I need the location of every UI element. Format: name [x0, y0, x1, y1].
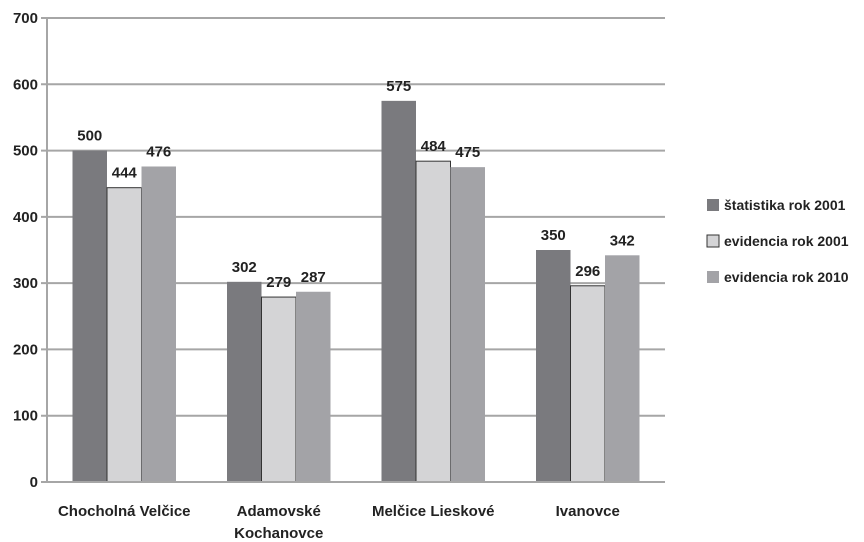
data-label: 350 [541, 227, 566, 244]
legend-swatch [707, 199, 719, 211]
y-tick-label: 0 [30, 474, 38, 491]
x-category-label-line: Ivanovce [556, 503, 620, 520]
x-category-label-line: Adamovské [237, 503, 321, 520]
y-tick-label: 400 [13, 209, 38, 226]
y-tick-label: 200 [13, 341, 38, 358]
data-label: 342 [610, 232, 635, 249]
x-category-label: Melčice Lieskové [372, 503, 495, 520]
data-label: 476 [146, 143, 171, 160]
data-label: 575 [386, 78, 411, 95]
bar [72, 150, 107, 483]
bar [450, 167, 485, 482]
bar [605, 255, 640, 482]
data-label: 287 [301, 269, 326, 286]
y-tick-label: 600 [13, 76, 38, 93]
data-label: 500 [77, 128, 102, 145]
y-tick-label: 500 [13, 143, 38, 160]
bar [141, 166, 176, 483]
y-axis: 0 100 200 300 400 500 600 700 [13, 10, 48, 491]
bar [415, 160, 451, 483]
x-axis: Chocholná Velčice Adamovské Kochanovce Melč… [41, 481, 665, 542]
bar [381, 100, 416, 482]
legend-swatch [707, 271, 719, 283]
legend-label: evidencia rok 2010 [724, 269, 849, 285]
x-category-label: Adamovské Kochanovce [234, 503, 323, 542]
legend-label: štatistika rok 2001 [724, 197, 846, 213]
x-category-label-line: Kochanovce [234, 525, 323, 542]
bar [106, 187, 142, 483]
data-label: 475 [455, 144, 480, 161]
data-label: 302 [232, 259, 257, 276]
data-label: 279 [266, 274, 291, 291]
bars: 500 444 476 302 279 287 575 484 475 350 296 342 [72, 78, 640, 483]
x-category-label-line: Chocholná Velčice [58, 503, 191, 520]
data-label: 296 [575, 263, 600, 280]
legend-label: evidencia rok 2001 [724, 233, 849, 249]
bar [261, 296, 297, 483]
legend: štatistika rok 2001 evidencia rok 2001 evi… [706, 197, 849, 285]
bar [570, 285, 606, 483]
bar [296, 291, 331, 482]
y-tick-label: 100 [13, 408, 38, 425]
bar [536, 250, 571, 482]
x-category-label: Chocholná Velčice [58, 503, 191, 520]
y-tick-label: 300 [13, 275, 38, 292]
legend-swatch [706, 234, 720, 248]
data-label: 484 [421, 138, 447, 155]
x-category-label-line: Melčice Lieskové [372, 503, 495, 520]
bar [227, 281, 262, 482]
x-category-label: Ivanovce [556, 503, 620, 520]
y-tick-label: 700 [13, 10, 38, 27]
data-label: 444 [112, 165, 138, 182]
